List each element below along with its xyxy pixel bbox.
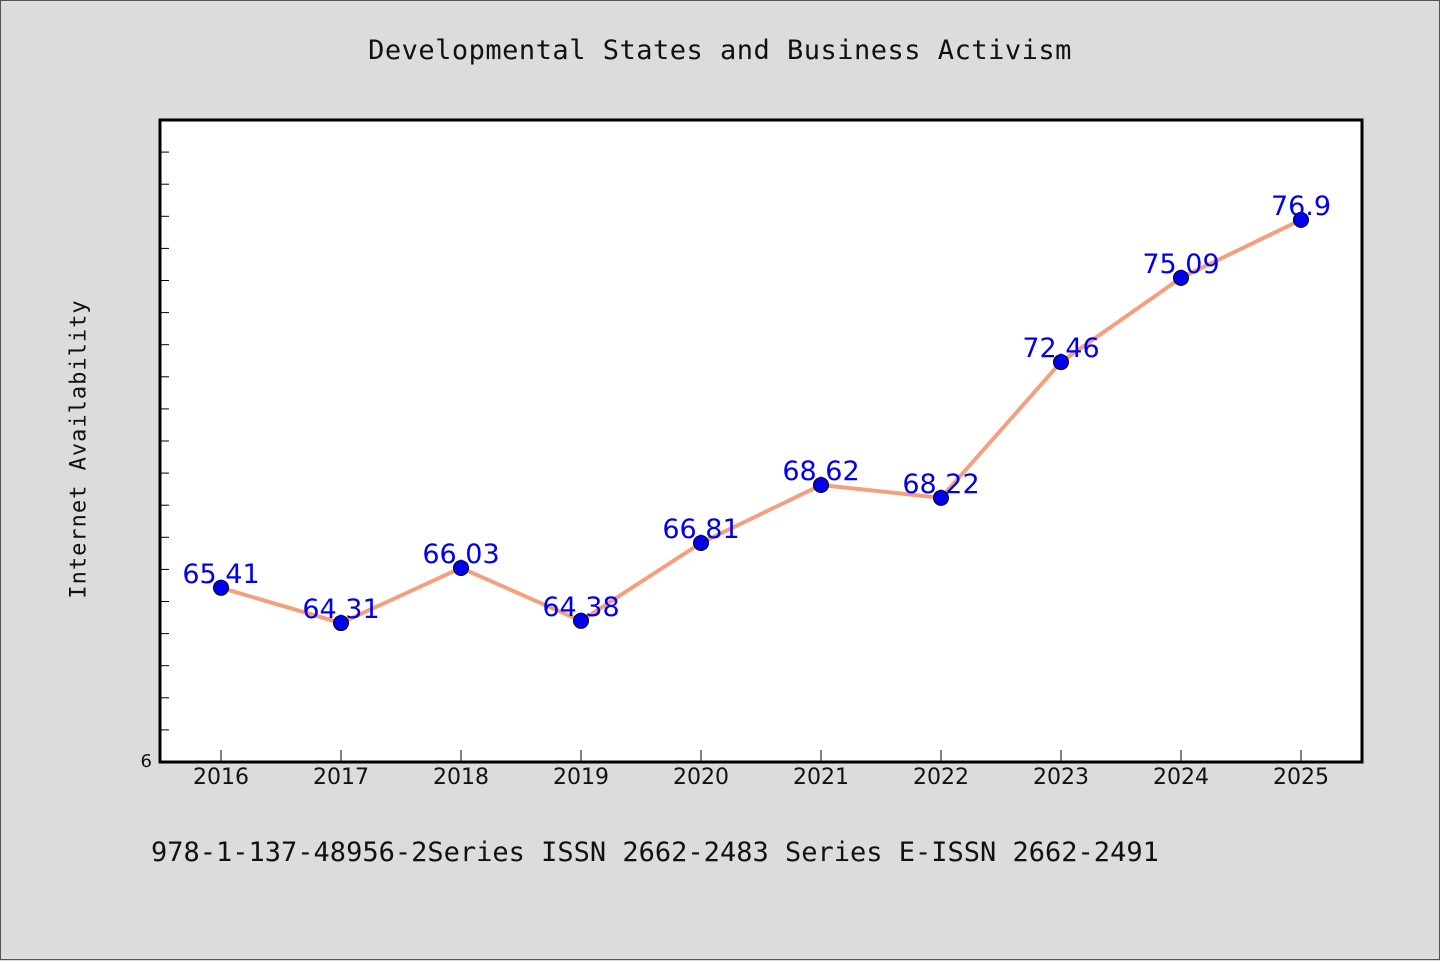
x-tick-label: 2020 xyxy=(673,765,729,790)
footer-text: 978-1-137-48956-2Series ISSN 2662-2483 S… xyxy=(151,837,1159,868)
data-label: 65.41 xyxy=(182,559,259,590)
data-label: 72.46 xyxy=(1022,333,1099,364)
chart-title: Developmental States and Business Activi… xyxy=(368,35,1072,66)
data-label: 66.81 xyxy=(662,514,739,545)
data-label: 75.09 xyxy=(1142,249,1219,280)
data-label: 64.38 xyxy=(542,592,619,623)
data-point xyxy=(1173,269,1189,286)
series-line xyxy=(219,217,1303,626)
data-label: 68.62 xyxy=(782,456,859,487)
y-tick-label: 6 xyxy=(141,751,152,772)
plot-area xyxy=(158,118,1364,764)
data-point xyxy=(933,489,949,506)
x-tick-label: 2024 xyxy=(1153,765,1209,790)
x-tick-label: 2023 xyxy=(1033,765,1089,790)
data-point xyxy=(813,477,829,494)
x-tick-label: 2019 xyxy=(553,765,609,790)
data-point xyxy=(213,579,229,596)
data-label: 68.22 xyxy=(902,469,979,500)
x-tick-label: 2017 xyxy=(313,765,369,790)
data-point xyxy=(333,615,349,632)
x-tick-label: 2025 xyxy=(1273,765,1329,790)
x-tick-label: 2018 xyxy=(433,765,489,790)
x-tick-label: 2022 xyxy=(913,765,969,790)
x-tick-label: 2016 xyxy=(193,765,249,790)
data-point xyxy=(693,534,709,551)
data-point xyxy=(1053,354,1069,371)
data-point xyxy=(1293,211,1309,228)
data-point xyxy=(453,559,469,576)
x-tick-label: 2021 xyxy=(793,765,849,790)
data-label: 64.31 xyxy=(302,594,379,625)
data-label: 66.03 xyxy=(422,539,499,570)
data-point xyxy=(573,612,589,629)
data-label: 76.9 xyxy=(1271,191,1331,222)
